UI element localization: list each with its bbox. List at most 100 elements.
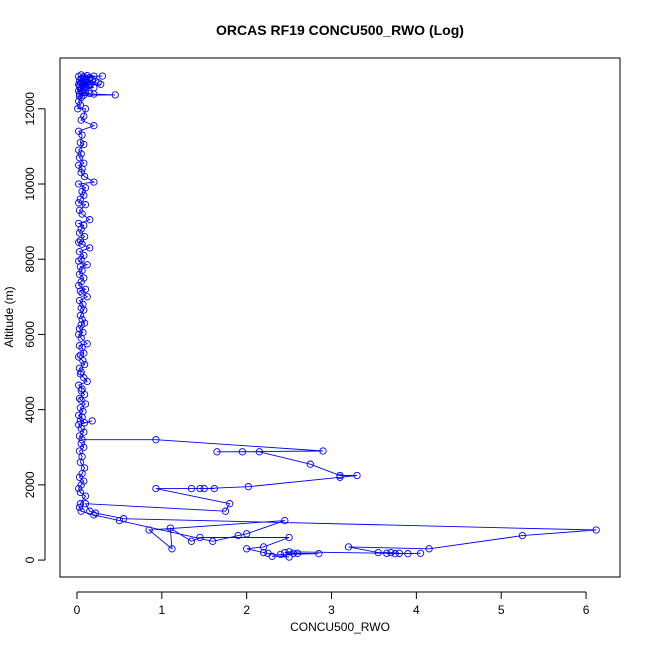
data-point [78,240,86,248]
data-point [75,447,84,455]
data-point [78,289,86,297]
data-point [77,150,85,158]
data-point [88,417,96,425]
data-point [75,90,84,98]
data-point [81,400,90,408]
x-tick-label: 2 [243,603,250,617]
data-point [75,154,84,162]
data-point [80,464,89,472]
data-point [76,311,85,320]
x-axis: 0 1 2 3 4 5 6 [74,591,590,617]
data-point [119,515,128,523]
data-point [79,407,87,416]
data-point [221,507,230,515]
data-point [234,531,242,540]
plot-frame [59,57,621,578]
y-axis: 0 2000 4000 6000 8000 10000 12000 [23,92,46,563]
data-point [75,199,83,207]
data-point [187,484,196,493]
data-point [518,531,527,540]
data-point [80,360,89,369]
y-tick-label: 0 [23,556,37,563]
data-point [75,72,83,81]
data-point [353,471,361,480]
data-point [196,484,204,493]
x-tick-label: 1 [158,603,165,617]
data-point [76,500,85,508]
data-point [80,274,88,282]
data-point [80,428,88,436]
data-point [213,448,221,456]
data-point [374,548,382,557]
data-point [285,548,293,556]
data-point [289,549,297,557]
data-point [90,178,98,186]
data-point [76,287,85,295]
data-point [80,477,88,485]
data-point [592,526,600,534]
data-point [77,334,85,342]
data-point [152,436,160,444]
data-point [336,471,344,480]
data-point [75,206,84,214]
data-point [336,473,344,481]
data-point [76,101,85,109]
data-point [115,516,124,525]
data-point [395,549,404,557]
data-point [77,93,85,102]
data-point [83,261,91,269]
data-point [78,210,86,218]
data-point [80,140,88,149]
data-point [80,112,88,120]
y-tick-label: 6000 [23,321,37,348]
data-point [226,500,234,508]
data-point [75,87,83,95]
data-point [77,255,85,263]
data-point [90,511,98,519]
data-point [404,550,412,558]
data-point [77,481,85,489]
data-point [74,105,82,113]
data-point [75,330,83,339]
data-point [76,404,85,412]
data-point [315,550,323,558]
data-point [285,533,293,542]
x-axis-label: CONCU500_RWO [290,620,390,634]
data-point [425,545,433,553]
data-point [77,396,85,404]
x-tick-label: 0 [74,603,81,617]
data-point [90,90,98,98]
data-point [80,172,89,181]
data-point [77,116,85,124]
data-point [75,180,83,188]
data-point [77,507,85,515]
data-point [210,484,219,493]
data-point [78,266,86,275]
data-point [81,492,90,500]
data-point [91,509,100,517]
data-point [383,549,391,557]
data-point [76,236,85,245]
data-point [75,229,84,237]
data-point [285,553,293,561]
data-point [76,417,85,425]
data-point [387,548,395,557]
series-line [76,74,597,558]
data-point [209,537,217,545]
data-point [238,448,247,456]
data-point [90,72,98,80]
data-point [75,248,84,256]
x-tick-label: 6 [583,603,590,617]
data-point [75,92,84,100]
data-point [77,278,85,286]
data-point [86,216,94,224]
data-point [76,488,85,497]
data-point [145,526,153,534]
y-tick-label: 12000 [23,92,37,126]
x-tick-label: 4 [413,603,420,617]
chart-title: ORCAS RF19 CONCU500_RWO (Log) [216,22,464,38]
data-point [75,146,83,154]
data-point [81,105,90,113]
data-point [75,353,83,361]
